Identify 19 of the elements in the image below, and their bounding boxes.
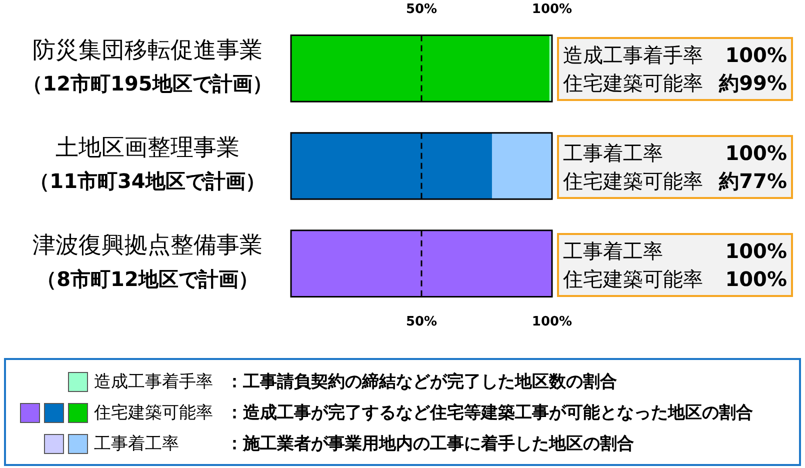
y-tick-label: 津波復興拠点整備事業（8市町12地区で計画） [32,232,262,291]
legend-label: 住宅建築可能率 [94,402,214,424]
x2-tick-label: 50% [406,314,438,330]
text: ：工事請負契約の締結などが完了した地区数の割合 [226,371,617,393]
text: ：造成工事が完了するなど住宅等建築工事が可能となった地区の割合 [226,402,753,424]
bar [291,132,492,200]
y-tick-label: 土地区画整理事業（11市町34地区で計画） [30,134,266,194]
legend-label: 造成工事着手率 [94,371,214,393]
y-tick-label: 防災集団移転促進事業（12市町195地区で計画） [22,37,272,96]
x2-tick-label: 100% [532,314,572,330]
text: ：施工業者が事業用地内の工事に着手した地区の割合 [226,433,634,455]
bar [492,132,552,200]
text: 造成工事着手率 100% [563,42,787,70]
text: 工事着工率 100% [563,141,787,165]
text: 工事着工率 100% [563,238,787,263]
text: 住宅建築可能率 100% [563,266,787,293]
text: 住宅建築可能率 約77% [563,168,787,195]
legend-label: 工事着工率 [94,433,180,455]
text: 住宅建築可能率 約99% [563,70,787,98]
